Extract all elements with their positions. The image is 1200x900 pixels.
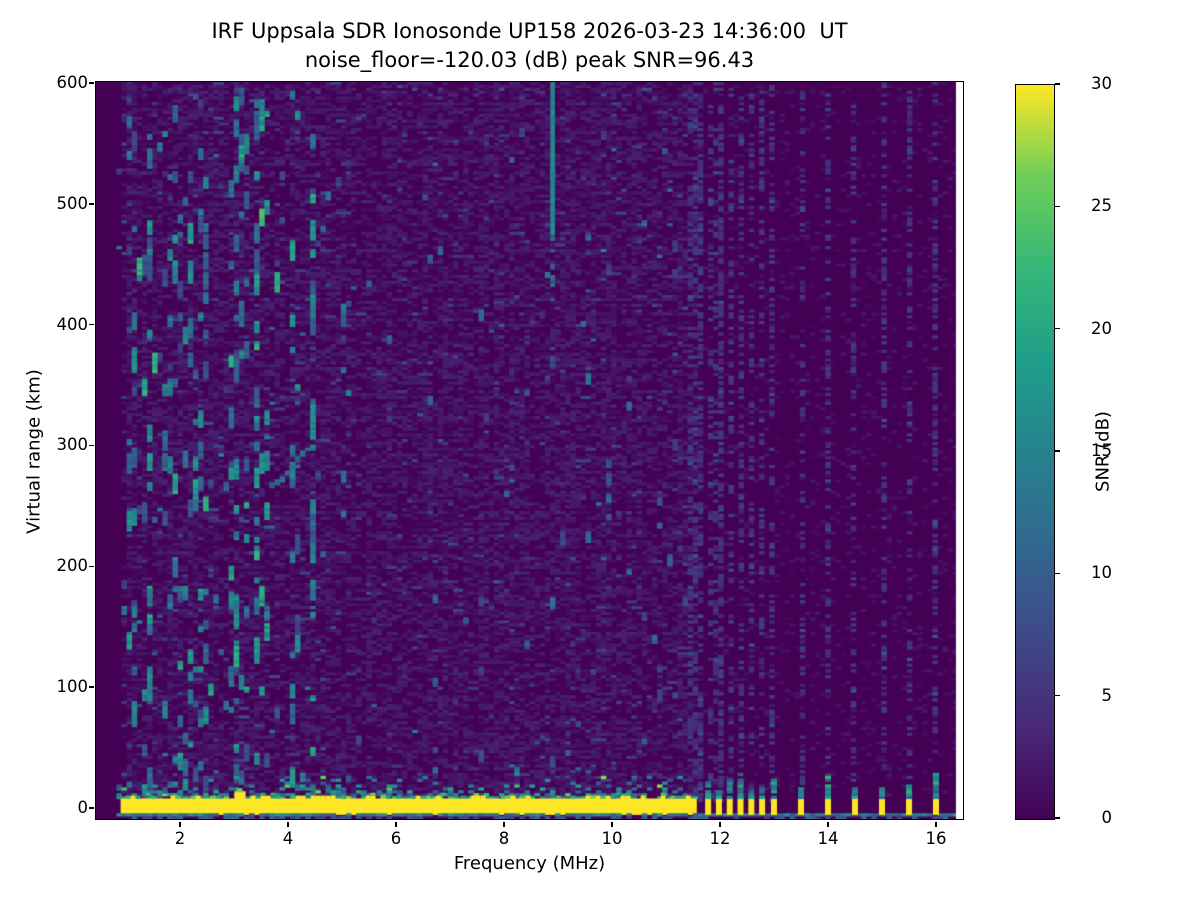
colorbar-tick-label: 0 [1101,808,1113,827]
x-tick-label: 8 [498,829,510,848]
x-tick [287,822,289,827]
colorbar-label: SNR (dB) [1092,411,1114,492]
y-tick [89,565,94,567]
x-tick [935,822,937,827]
x-tick-label: 4 [282,829,294,848]
x-tick-label: 6 [390,829,402,848]
y-tick-label: 100 [56,677,89,697]
x-tick [395,822,397,827]
colorbar-tick [1055,450,1060,452]
colorbar [1015,84,1055,820]
chart-title: IRF Uppsala SDR Ionosonde UP158 2026-03-… [211,19,848,43]
colorbar-tick [1055,83,1060,85]
x-tick-label: 2 [174,829,186,848]
colorbar-tick-label: 10 [1091,563,1112,583]
colorbar-tick-label: 30 [1091,74,1112,93]
colorbar-tick [1055,205,1060,208]
x-tick [503,822,505,827]
x-tick-label: 16 [925,829,947,848]
colorbar-tick-label: 15 [1091,441,1112,460]
y-tick [89,686,94,688]
colorbar-tick [1055,694,1060,697]
colorbar-tick-label: 20 [1091,318,1112,338]
y-tick-label: 400 [56,314,89,334]
y-tick [89,444,94,447]
x-tick-label: 12 [709,829,731,848]
ionogram-heatmap [96,82,963,819]
x-tick [179,822,181,827]
x-tick [611,822,613,827]
colorbar-tick [1055,817,1060,819]
colorbar-tick [1055,327,1060,330]
colorbar-tick-label: 25 [1091,196,1112,216]
x-axis-label: Frequency (MHz) [453,853,606,874]
chart-subtitle: noise_floor=-120.03 (dB) peak SNR=96.43 [304,48,755,72]
y-tick [89,323,94,326]
colorbar-tick-label: 5 [1101,685,1113,705]
x-tick-label: 14 [817,829,839,848]
x-tick-label: 10 [601,829,623,848]
y-tick-label: 200 [56,556,89,576]
colorbar-tick [1055,572,1060,575]
x-tick [827,822,829,827]
x-tick [719,822,721,827]
y-tick [89,203,94,205]
y-axis-label: Virtual range (km) [23,369,45,534]
y-tick-label: 0 [77,797,89,817]
y-tick-label: 500 [56,193,89,213]
y-tick-label: 600 [56,73,89,92]
plot-area [95,81,964,820]
y-tick [89,82,94,84]
y-tick-label: 300 [56,435,89,455]
y-tick [89,807,94,809]
